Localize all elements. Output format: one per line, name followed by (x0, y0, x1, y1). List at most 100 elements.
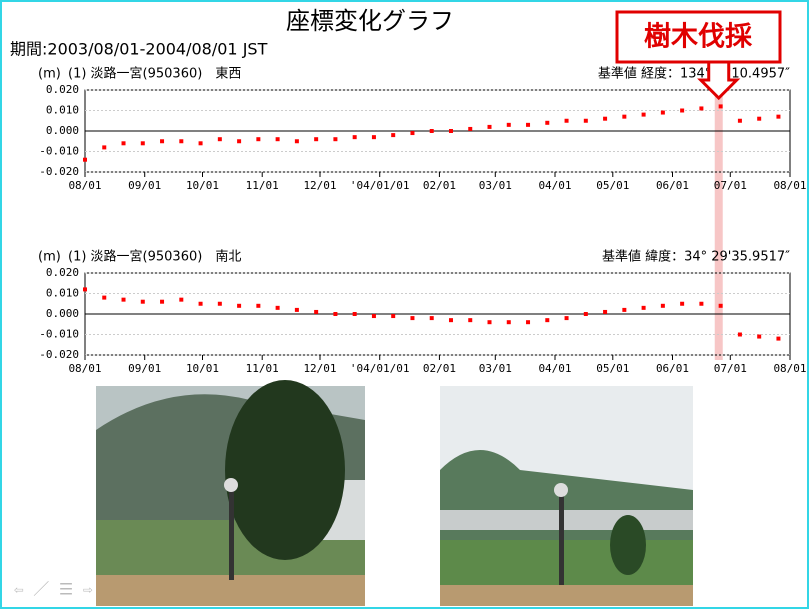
x-tick-label: 10/01 (186, 179, 219, 192)
data-point (140, 141, 145, 146)
x-tick-label: 05/01 (596, 179, 629, 192)
x-tick-label: 08/01 (773, 362, 806, 375)
data-point (737, 118, 742, 123)
data-point (545, 120, 550, 125)
y-tick-label: 0.020 (46, 83, 79, 96)
x-tick-label: 04/01 (538, 179, 571, 192)
x-tick-label: 09/01 (128, 362, 161, 375)
data-point (545, 318, 550, 323)
x-tick-label: 07/01 (714, 179, 747, 192)
data-point (83, 287, 87, 292)
data-point (641, 305, 646, 310)
data-point (83, 157, 87, 162)
x-tick-label: 04/01 (538, 362, 571, 375)
data-point (757, 116, 762, 121)
data-point (140, 299, 145, 304)
x-tick-label: 08/01 (68, 179, 101, 192)
data-point (256, 303, 261, 308)
annotation-box (615, 10, 782, 64)
unit-label: (m) (38, 67, 61, 82)
data-point (198, 141, 203, 146)
data-point (718, 104, 723, 109)
y-tick-label: -0.020 (39, 165, 79, 178)
y-tick-label: 0.020 (46, 266, 79, 279)
data-point (371, 314, 376, 319)
data-point (371, 135, 376, 140)
data-point (102, 145, 107, 150)
x-tick-label: '04/01/01 (350, 179, 410, 192)
data-point (102, 295, 107, 300)
data-point (333, 312, 338, 316)
data-point (121, 141, 126, 146)
chart-title: (1) 淡路一宮(950360) 東西 (68, 66, 241, 82)
data-point (314, 137, 319, 142)
x-tick-label: 06/01 (656, 179, 689, 192)
data-point (699, 301, 704, 306)
annotation-text: 樹木伐採 (644, 22, 753, 53)
data-point (603, 116, 608, 121)
photo-after (440, 386, 693, 606)
data-point (641, 112, 646, 117)
data-point (564, 316, 569, 321)
data-point (217, 137, 222, 142)
data-point (275, 305, 280, 310)
data-point (776, 336, 781, 341)
data-point (217, 301, 222, 306)
x-tick-label: 08/01 (773, 179, 806, 192)
y-tick-label: -0.010 (39, 145, 79, 158)
data-point (391, 314, 396, 319)
y-tick-label: 0.000 (46, 307, 79, 320)
data-point (410, 316, 415, 321)
data-point (448, 318, 453, 323)
data-point (680, 301, 685, 306)
data-point (526, 122, 531, 127)
x-tick-label: 07/01 (714, 362, 747, 375)
x-tick-label: 12/01 (303, 179, 336, 192)
data-point (660, 110, 665, 115)
x-tick-label: 03/01 (479, 362, 512, 375)
y-tick-label: 0.000 (46, 124, 79, 137)
data-point (583, 118, 588, 123)
data-point (294, 307, 299, 312)
data-point (622, 114, 627, 119)
annotation-arrow (697, 60, 741, 101)
data-point (352, 312, 357, 316)
data-point (256, 137, 261, 142)
data-point (776, 114, 781, 119)
data-point (237, 303, 242, 308)
data-point (391, 133, 396, 138)
y-tick-label: -0.020 (39, 348, 79, 361)
data-point (314, 309, 319, 314)
data-point (526, 320, 531, 325)
reference: 基準値 緯度：34° 29'35.9517″ (602, 249, 790, 265)
chart-title: (1) 淡路一宮(950360) 南北 (68, 249, 241, 265)
data-point (352, 135, 357, 140)
data-point (160, 139, 165, 144)
data-point (506, 122, 511, 127)
x-tick-label: 02/01 (423, 362, 456, 375)
x-tick-label: '04/01/01 (350, 362, 410, 375)
data-point (179, 139, 184, 144)
annotation-layer (714, 95, 723, 360)
x-tick-label: 09/01 (128, 179, 161, 192)
photo-before (96, 380, 365, 606)
data-point (429, 316, 434, 321)
page-title: 座標変化グラフ (286, 7, 454, 35)
data-point (410, 131, 415, 136)
data-point (468, 318, 473, 323)
data-point (757, 334, 762, 339)
data-point (429, 129, 434, 133)
data-point (583, 312, 588, 316)
reference: 基準値 経度：134°50'10.4957″ (598, 66, 790, 82)
data-point (121, 297, 126, 302)
x-tick-label: 12/01 (303, 362, 336, 375)
x-tick-label: 06/01 (656, 362, 689, 375)
data-point (680, 108, 685, 113)
data-point (179, 297, 184, 302)
data-point (737, 332, 742, 337)
x-tick-label: 11/01 (246, 179, 279, 192)
data-point (622, 307, 627, 312)
nav-icons[interactable]: ⇦ ／ ☰ ⇨ (14, 580, 93, 599)
y-tick-label: 0.010 (46, 104, 79, 117)
data-point (275, 137, 280, 142)
